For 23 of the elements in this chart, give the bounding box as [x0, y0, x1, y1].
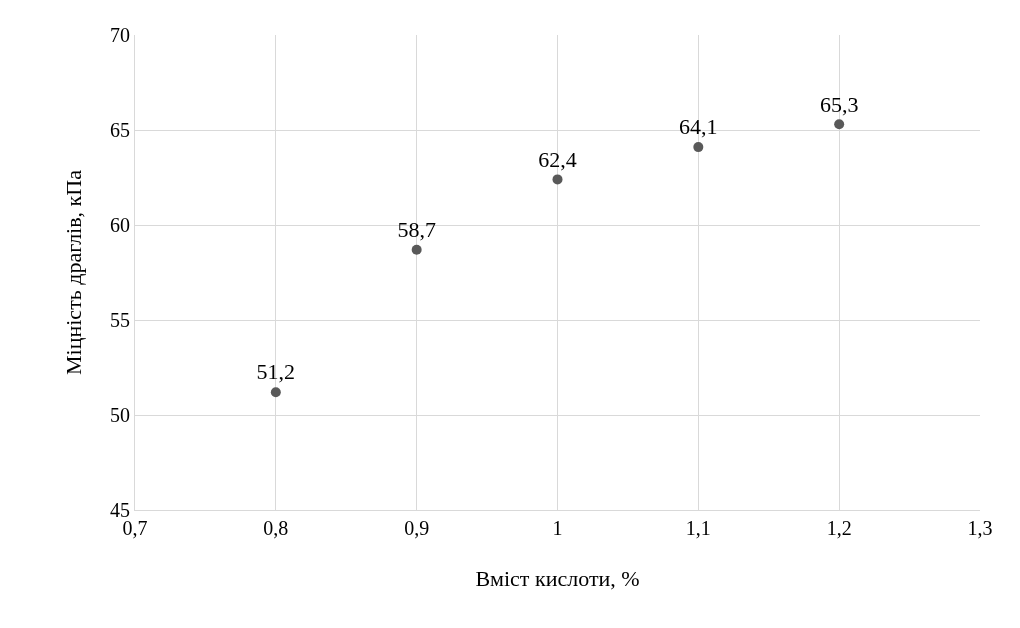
data-label: 65,3	[819, 91, 859, 117]
x-tick-label: 1,3	[967, 517, 993, 539]
data-label: 62,4	[538, 146, 577, 172]
data-label: 51,2	[256, 359, 296, 385]
x-tick-label: 1	[552, 517, 563, 539]
x-axis-title: Вміст кислоти, %	[475, 566, 640, 591]
x-tick-label: 1,1	[685, 517, 711, 539]
point	[411, 244, 422, 255]
y-axis-title: Міцність драглів, кПа	[61, 169, 86, 375]
y-tick-label: 65	[110, 119, 130, 141]
y-tick-label: 55	[110, 309, 130, 331]
x-tick-label: 0,9	[404, 517, 430, 539]
point	[834, 119, 845, 130]
y-tick-label: 70	[110, 24, 130, 46]
point	[693, 142, 704, 153]
y-tick-label: 60	[110, 214, 130, 236]
data-label: 58,7	[397, 216, 436, 242]
point	[552, 174, 563, 185]
data-label: 64,1	[679, 114, 718, 140]
x-tick-label: 0,8	[263, 517, 289, 539]
y-tick-label: 50	[110, 404, 130, 426]
point	[270, 387, 281, 398]
x-tick-label: 1,2	[826, 517, 852, 539]
